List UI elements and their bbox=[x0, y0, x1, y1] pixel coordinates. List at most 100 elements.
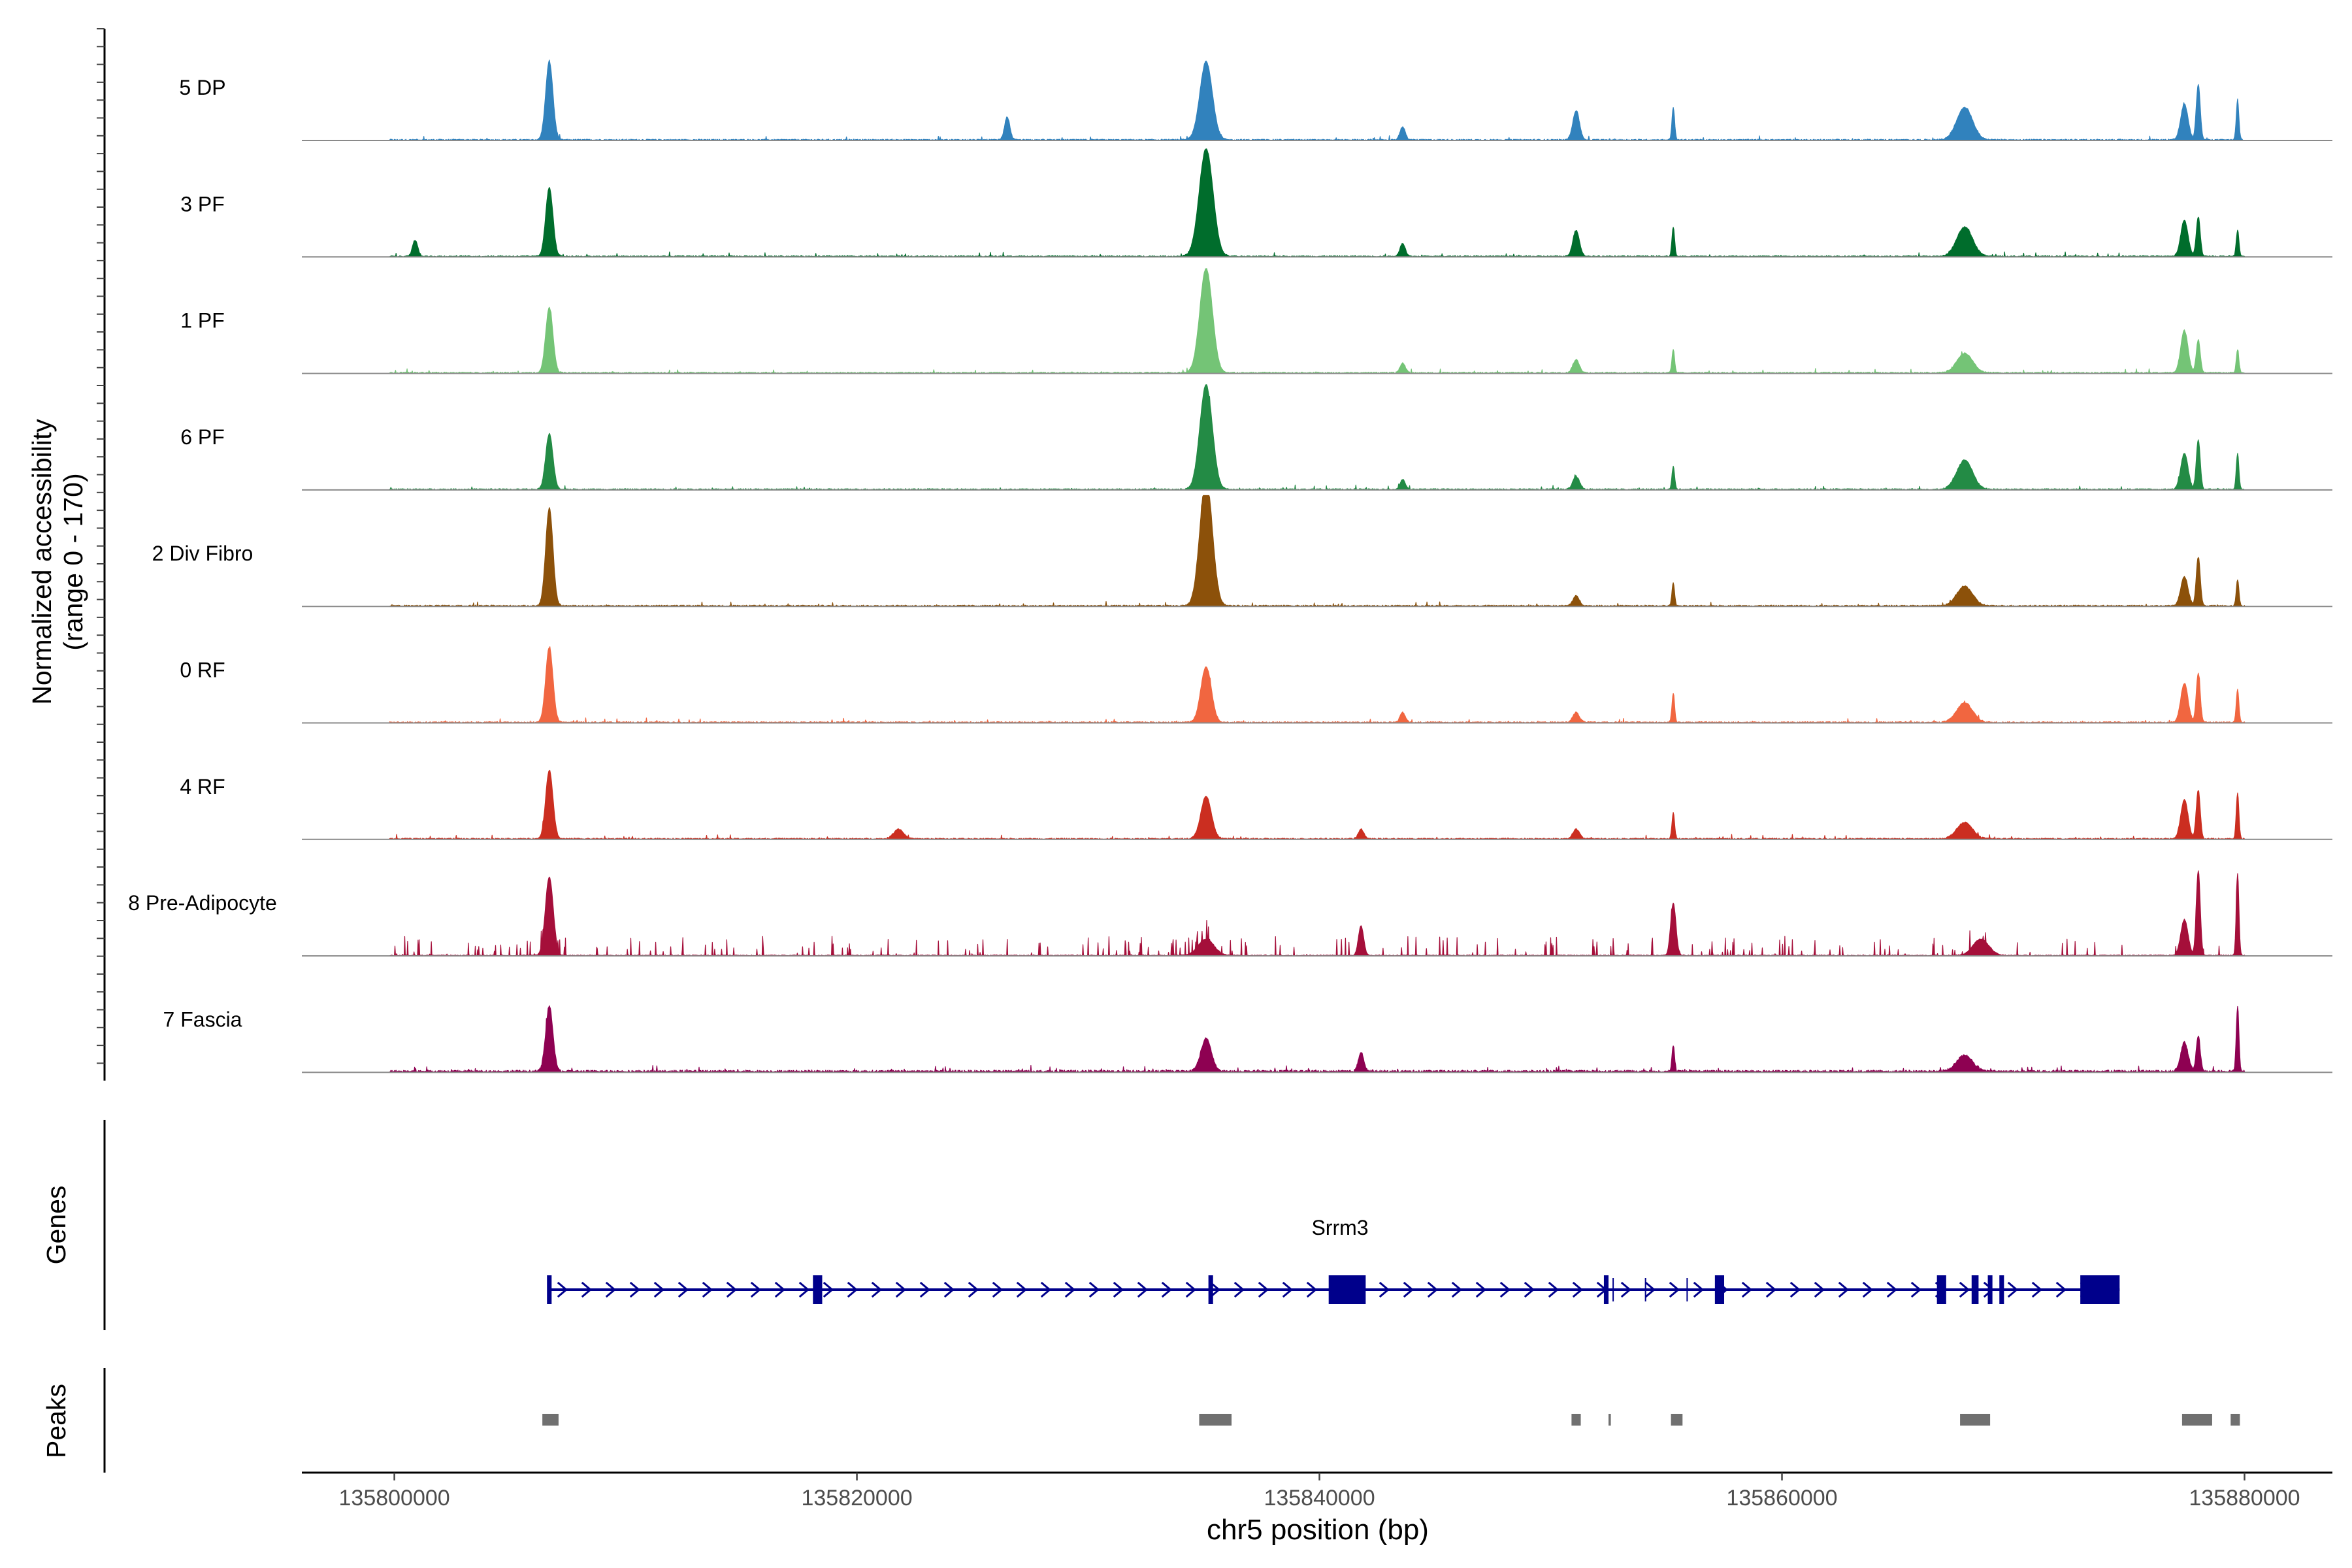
track-7-fascia: 7 Fascia bbox=[163, 1005, 2332, 1073]
track-label: 4 RF bbox=[180, 775, 225, 798]
strand-arrow bbox=[1886, 1281, 1898, 1298]
strand-arrow bbox=[943, 1281, 955, 1298]
strand-arrow bbox=[847, 1281, 858, 1298]
coverage-area bbox=[389, 646, 2246, 724]
strand-arrow bbox=[919, 1281, 931, 1298]
strand-arrow bbox=[1064, 1281, 1076, 1298]
coverage-tracks: 5 DP 3 PF 1 PF 6 PF 2 Div Fibro 0 RF 4 RF 8 Pre… bbox=[128, 59, 2332, 1073]
strand-arrow bbox=[968, 1281, 979, 1298]
strand-arrow bbox=[1209, 1281, 1221, 1298]
strand-arrow bbox=[1572, 1281, 1584, 1298]
track-0-rf: 0 RF bbox=[180, 646, 2332, 724]
strand-arrow bbox=[1669, 1281, 1680, 1298]
track-label: 5 DP bbox=[179, 76, 225, 99]
strand-arrow bbox=[1499, 1281, 1511, 1298]
genes-panel-label: Genes bbox=[41, 1186, 71, 1265]
track-8-pre-adipocyte: 8 Pre-Adipocyte bbox=[128, 870, 2332, 957]
strand-arrow bbox=[1862, 1281, 1874, 1298]
strand-arrow bbox=[557, 1281, 568, 1298]
strand-arrow bbox=[1185, 1281, 1197, 1298]
strand-arrow bbox=[1475, 1281, 1487, 1298]
gene-exon bbox=[2080, 1275, 2120, 1304]
strand-arrow bbox=[605, 1281, 617, 1298]
track-label: 8 Pre-Adipocyte bbox=[128, 891, 277, 915]
gene-exon bbox=[1208, 1275, 1213, 1304]
track-2-div-fibro: 2 Div Fibro bbox=[152, 495, 2332, 608]
strand-arrow bbox=[2007, 1281, 2019, 1298]
strand-arrow bbox=[1838, 1281, 1850, 1298]
gene-exon bbox=[1971, 1275, 1979, 1304]
strand-arrow bbox=[1983, 1281, 1995, 1298]
gene-exon bbox=[813, 1275, 823, 1304]
strand-arrow bbox=[1258, 1281, 1269, 1298]
coverage-area bbox=[389, 495, 2246, 607]
strand-arrow bbox=[871, 1281, 883, 1298]
strand-arrow bbox=[1306, 1281, 1318, 1298]
track-4-rf: 4 RF bbox=[180, 770, 2332, 840]
strand-arrow bbox=[678, 1281, 689, 1298]
peak-region bbox=[542, 1414, 559, 1426]
x-axis-tick-label: 135820000 bbox=[801, 1486, 912, 1511]
track-6-pf: 6 PF bbox=[180, 384, 2332, 491]
track-label: 6 PF bbox=[180, 425, 225, 449]
track-3-pf: 3 PF bbox=[180, 148, 2332, 258]
peaks-track bbox=[542, 1414, 2240, 1426]
strand-arrow bbox=[1040, 1281, 1052, 1298]
gene-track bbox=[547, 1275, 2120, 1304]
strand-arrow bbox=[798, 1281, 810, 1298]
strand-arrow bbox=[1161, 1281, 1173, 1298]
coverage-y-axis bbox=[97, 28, 106, 1081]
strand-arrow bbox=[726, 1281, 738, 1298]
strand-arrow bbox=[750, 1281, 762, 1298]
coverage-area bbox=[389, 59, 2246, 141]
strand-arrow bbox=[629, 1281, 641, 1298]
peak-region bbox=[1571, 1414, 1581, 1426]
coverage-area bbox=[389, 870, 2246, 956]
strand-arrow bbox=[1620, 1281, 1632, 1298]
strand-arrow bbox=[1113, 1281, 1124, 1298]
strand-arrow bbox=[1137, 1281, 1149, 1298]
track-label: 2 Div Fibro bbox=[152, 542, 253, 565]
strand-arrow bbox=[1814, 1281, 1825, 1298]
x-axis-title: chr5 position (bp) bbox=[1207, 1514, 1429, 1546]
track-1-pf: 1 PF bbox=[180, 268, 2332, 374]
coverage-area bbox=[389, 770, 2246, 840]
gene-exon bbox=[1936, 1275, 1946, 1304]
peak-region bbox=[1671, 1414, 1683, 1426]
strand-arrow bbox=[581, 1281, 593, 1298]
strand-arrow bbox=[653, 1281, 665, 1298]
gene-exon bbox=[1999, 1275, 2004, 1304]
strand-arrow bbox=[2031, 1281, 2043, 1298]
strand-arrow bbox=[1910, 1281, 1922, 1298]
gene-exon bbox=[1987, 1275, 1993, 1304]
strand-arrow bbox=[1451, 1281, 1463, 1298]
coverage-y-axis-range: (range 0 - 170) bbox=[58, 473, 88, 650]
gene-exon bbox=[1603, 1275, 1609, 1304]
strand-arrow bbox=[1379, 1281, 1390, 1298]
track-label: 3 PF bbox=[180, 192, 225, 216]
strand-arrow bbox=[1524, 1281, 1535, 1298]
peak-region bbox=[2230, 1414, 2240, 1426]
strand-arrow bbox=[1548, 1281, 1560, 1298]
coverage-area bbox=[389, 268, 2246, 374]
track-label: 1 PF bbox=[180, 309, 225, 333]
strand-arrow bbox=[774, 1281, 786, 1298]
strand-arrow bbox=[1427, 1281, 1439, 1298]
track-label: 0 RF bbox=[180, 659, 225, 682]
x-axis-tick-label: 135860000 bbox=[1726, 1486, 1837, 1511]
strand-arrow bbox=[1693, 1281, 1705, 1298]
peak-region bbox=[1609, 1414, 1611, 1426]
track-label: 7 Fascia bbox=[163, 1007, 242, 1031]
coverage-area bbox=[389, 148, 2246, 257]
strand-arrow bbox=[1741, 1281, 1753, 1298]
strand-arrow bbox=[1789, 1281, 1801, 1298]
x-axis: 135800000 135820000 135840000 135860000 1358… bbox=[302, 1471, 2332, 1511]
strand-arrow bbox=[895, 1281, 907, 1298]
coverage-area bbox=[389, 1005, 2246, 1073]
strand-arrow bbox=[1403, 1281, 1414, 1298]
strand-arrow bbox=[1016, 1281, 1028, 1298]
track-5-dp: 5 DP bbox=[179, 59, 2332, 141]
x-axis-tick-label: 135880000 bbox=[2189, 1486, 2300, 1511]
peak-region bbox=[2181, 1414, 2212, 1426]
